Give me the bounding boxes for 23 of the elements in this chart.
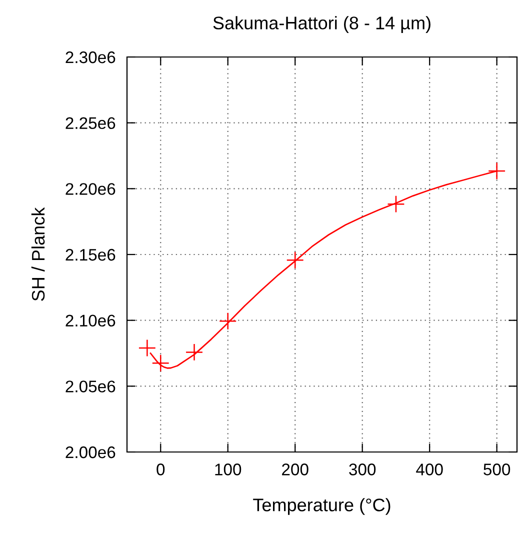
- x-tick-label: 200: [282, 464, 308, 476]
- point: [138, 339, 156, 357]
- x-tick-label: 400: [416, 464, 443, 476]
- chart-title: Sakuma-Hattori (8 - 14 µm): [213, 16, 430, 33]
- point: [152, 354, 170, 372]
- point: [185, 343, 204, 362]
- y-tick-label: 2.20e6: [66, 183, 116, 195]
- point: [488, 162, 506, 180]
- point: [219, 312, 237, 330]
- x-tick-label: 100: [215, 464, 242, 476]
- y-tick-label: 2.05e6: [66, 380, 116, 392]
- y-tick-label: 2.15e6: [66, 248, 116, 261]
- y-tick-label: 2.10e6: [66, 314, 116, 327]
- x-axis-title: Temperature (°C): [253, 498, 390, 515]
- x-tick-label: 300: [349, 464, 376, 476]
- y-tick-label: 2.25e6: [66, 117, 116, 130]
- x-tick-label: 0: [156, 464, 165, 476]
- point: [387, 195, 405, 213]
- y-tick-label: 2.00e6: [66, 446, 116, 458]
- x-tick-label: 500: [484, 464, 510, 476]
- point: [286, 251, 304, 270]
- y-axis-title: SH / Planck: [31, 207, 45, 301]
- y-tick-label: 2.30e6: [66, 51, 116, 64]
